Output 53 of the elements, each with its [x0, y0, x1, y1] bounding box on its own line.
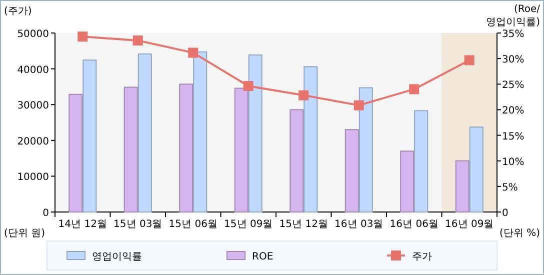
y2-tick-label: 20%	[502, 106, 524, 117]
y-tick-label: 0	[42, 208, 49, 219]
point	[354, 100, 364, 110]
bar	[455, 160, 470, 212]
y-tick-label: 10000	[17, 172, 49, 184]
bar	[358, 87, 373, 212]
bar	[179, 84, 194, 212]
x-tick-label: 15년 03월	[114, 219, 162, 230]
y-tick-label: 30000	[17, 100, 49, 112]
legend-label: 주가	[412, 252, 432, 262]
text: (단위 %)	[500, 228, 540, 239]
x-tick-label: 16년 09월	[445, 219, 494, 230]
point	[78, 32, 88, 42]
x-tick-label: 16년 06월	[390, 219, 438, 230]
y-tick-label: 40000	[17, 64, 49, 76]
point	[188, 48, 198, 58]
y2-tick-label: 5%	[502, 182, 518, 194]
bar	[193, 51, 208, 212]
x-tick-label: 15년 09월	[224, 219, 273, 230]
bar	[124, 86, 138, 212]
y2-tick-label: 10%	[502, 156, 524, 168]
x-tick-label: 16년 03월	[334, 219, 384, 230]
point	[409, 84, 420, 94]
bar	[414, 110, 428, 212]
y2-tick-label: 30%	[502, 54, 524, 66]
bar	[290, 109, 304, 212]
bar	[248, 54, 262, 212]
legend-label: 영업이익률	[92, 252, 142, 262]
bar	[68, 94, 83, 212]
bar	[344, 129, 359, 212]
y-tick-label: 20000	[17, 136, 49, 148]
y2-tick-label: 35%	[502, 29, 524, 40]
y-tick-label: 50000	[17, 29, 49, 40]
point	[243, 80, 254, 91]
bar	[138, 53, 152, 212]
bar	[469, 126, 484, 212]
y-axis-title: (주가)	[4, 6, 32, 17]
y2-tick-label: 25%	[502, 80, 524, 92]
legend-label: ROE	[252, 252, 274, 262]
point	[298, 90, 309, 100]
text: (단위 원)	[4, 228, 46, 239]
point	[464, 55, 474, 66]
y2-tick-label: 15%	[502, 131, 524, 142]
x-tick-label: 14년 12월	[58, 219, 107, 230]
x-tick-label: 15년 06월	[168, 219, 218, 230]
bar	[400, 150, 414, 212]
y2-axis-title: (Roe/ 영업이익률)	[486, 4, 541, 28]
bar	[234, 88, 248, 212]
bar	[304, 66, 318, 212]
point	[132, 36, 143, 46]
bar	[82, 60, 97, 212]
x-tick-label: 15년 12월	[279, 219, 328, 230]
y2-tick-label: 0	[502, 208, 508, 219]
